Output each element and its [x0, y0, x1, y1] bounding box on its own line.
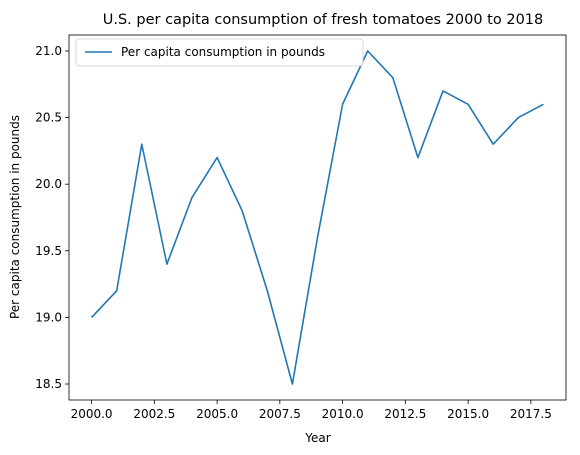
y-tick-label: 21.0 [35, 44, 62, 58]
y-tick-label: 20.5 [35, 111, 62, 125]
x-tick-label: 2017.5 [510, 407, 552, 421]
x-tick-label: 2007.5 [259, 407, 301, 421]
y-tick-label: 19.5 [35, 244, 62, 258]
x-tick-label: 2000.0 [71, 407, 113, 421]
chart-title: U.S. per capita consumption of fresh tom… [103, 12, 544, 28]
y-tick-label: 20.0 [35, 177, 62, 191]
y-axis-label: Per capita consumption in pounds [8, 115, 22, 319]
y-axis: 18.5 19.0 19.5 20.0 20.5 21.0 [35, 44, 69, 391]
x-tick-label: 2012.5 [384, 407, 426, 421]
y-tick-label: 19.0 [35, 310, 62, 324]
legend: Per capita consumption in pounds [75, 38, 364, 67]
plot-frame [68, 34, 567, 401]
x-tick-label: 2010.0 [322, 407, 364, 421]
x-tick-label: 2015.0 [447, 407, 489, 421]
x-axis-label: Year [304, 431, 330, 445]
series-line [91, 50, 544, 385]
legend-box [75, 38, 364, 67]
x-tick-label: 2002.5 [133, 407, 175, 421]
y-tick-label: 18.5 [35, 377, 62, 391]
x-axis: 2000.0 2002.5 2005.0 2007.5 2010.0 2012.5 2015… [71, 400, 552, 421]
x-tick-label: 2005.0 [196, 407, 238, 421]
legend-label: Per capita consumption in pounds [121, 45, 325, 59]
